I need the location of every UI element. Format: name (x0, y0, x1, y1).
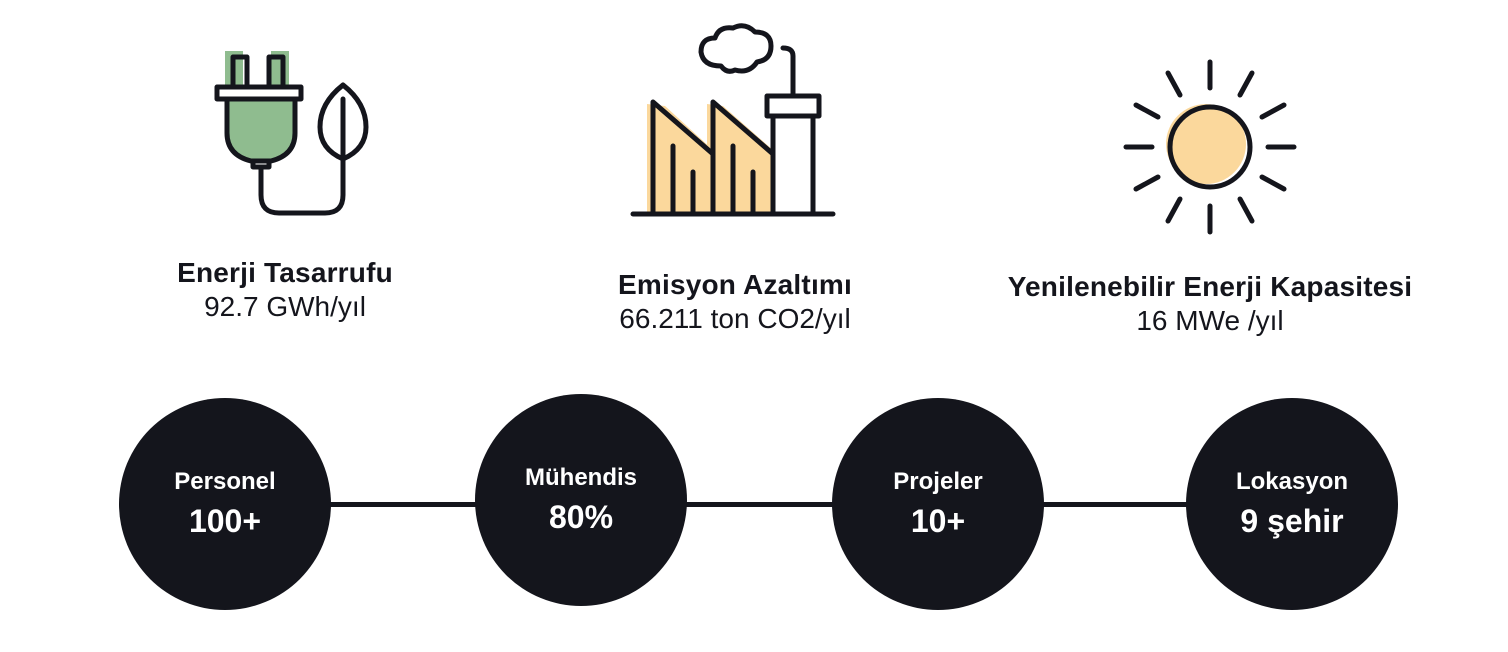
milestone-label: Personel (174, 467, 275, 497)
plug-leaf-icon (205, 45, 380, 225)
milestone-projects: Projeler 10+ (832, 398, 1044, 610)
sun-icon (1118, 58, 1303, 238)
milestone-label: Lokasyon (1236, 467, 1348, 497)
milestone-label: Mühendis (525, 463, 637, 493)
timeline-connector (225, 502, 1290, 507)
stat-renewable-capacity: Yenilenebilir Enerji Kapasitesi 16 MWe /… (960, 270, 1460, 338)
milestone-engineers: Mühendis 80% (475, 394, 687, 606)
milestone-value: 9 şehir (1240, 501, 1343, 541)
milestone-label: Projeler (893, 467, 982, 497)
stat-title: Yenilenebilir Enerji Kapasitesi (960, 270, 1460, 304)
milestone-locations: Lokasyon 9 şehir (1186, 398, 1398, 610)
stat-title: Emisyon Azaltımı (560, 268, 910, 302)
stat-emission-reduction: Emisyon Azaltımı 66.211 ton CO2/yıl (560, 268, 910, 336)
milestone-value: 80% (549, 497, 613, 537)
milestone-personnel: Personel 100+ (119, 398, 331, 610)
stat-value: 16 MWe /yıl (960, 304, 1460, 338)
milestone-value: 100+ (189, 501, 261, 541)
stat-title: Enerji Tasarrufu (135, 256, 435, 290)
stat-value: 66.211 ton CO2/yıl (560, 302, 910, 336)
milestone-value: 10+ (911, 501, 965, 541)
factory-icon (625, 22, 845, 222)
stat-value: 92.7 GWh/yıl (135, 290, 435, 324)
stat-energy-savings: Enerji Tasarrufu 92.7 GWh/yıl (135, 256, 435, 324)
